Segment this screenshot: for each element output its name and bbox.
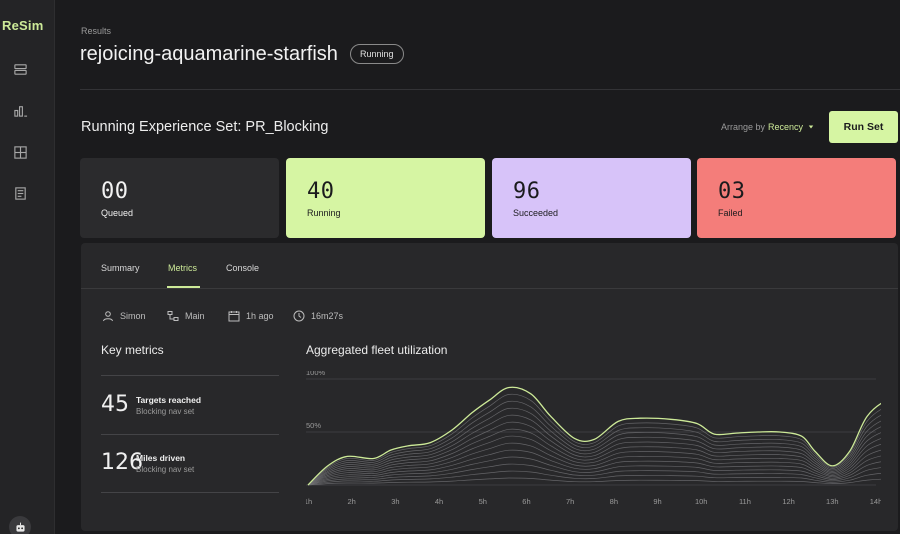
grid-icon[interactable] — [12, 144, 29, 161]
arrange-by-control[interactable]: Arrange by Recency — [721, 122, 814, 132]
stat-label: Succeeded — [513, 208, 559, 218]
divider — [101, 492, 279, 493]
stat-card-succeeded[interactable]: 96 Succeeded — [492, 158, 691, 238]
tab-metrics[interactable]: Metrics — [168, 263, 197, 273]
series-line-top — [307, 386, 881, 486]
x-tick-label: 4h — [435, 497, 443, 506]
metric-label: Targets reached — [136, 395, 202, 405]
meta-duration-value: 16m27s — [311, 311, 344, 321]
run-set-button[interactable]: Run Set — [829, 111, 898, 143]
arrange-by-value[interactable]: Recency — [768, 122, 804, 132]
y-tick-label: 50% — [306, 421, 321, 430]
stat-label: Failed — [718, 208, 743, 218]
meta-time-value: 1h ago — [246, 311, 274, 321]
series-line — [307, 407, 881, 486]
series-line — [307, 393, 881, 486]
stat-card-running[interactable]: 40 Running — [286, 158, 485, 238]
stat-value: 00 — [101, 179, 129, 204]
header-divider — [80, 89, 900, 90]
meta-branch-name: Main — [185, 311, 205, 321]
meta-user: Simon — [102, 310, 146, 322]
app-logo[interactable]: ReSim — [2, 18, 44, 33]
document-icon[interactable] — [12, 185, 29, 202]
x-tick-label: 7h — [566, 497, 574, 506]
user-icon — [103, 311, 113, 322]
sidebar: ReSim — [0, 0, 55, 534]
y-tick-label: 100% — [306, 371, 326, 377]
series-line — [307, 400, 881, 486]
key-metrics-title: Key metrics — [101, 343, 164, 357]
chart-title: Aggregated fleet utilization — [306, 343, 448, 357]
x-tick-label: 3h — [391, 497, 399, 506]
x-tick-label: 12h — [782, 497, 795, 506]
status-badge: Running — [350, 44, 404, 64]
series-line — [307, 435, 881, 486]
main-content: Results rejoicing-aquamarine-starfish Ru… — [55, 0, 900, 534]
stat-label: Queued — [101, 208, 134, 218]
calendar-icon — [228, 311, 240, 322]
x-tick-label: 13h — [826, 497, 839, 506]
stat-value: 40 — [307, 179, 335, 204]
series-line — [307, 428, 881, 486]
metric-value: 45 — [101, 392, 129, 417]
stat-card-queued[interactable]: 00 Queued — [80, 158, 279, 238]
x-tick-label: 10h — [695, 497, 708, 506]
clock-icon — [293, 310, 305, 322]
arrange-by-label: Arrange by — [721, 122, 766, 132]
metric-sub: Blocking nav set — [136, 407, 195, 416]
x-tick-label: 9h — [653, 497, 661, 506]
meta-duration: 16m27s — [293, 310, 343, 322]
tab-console[interactable]: Console — [226, 263, 260, 273]
series-line — [307, 470, 881, 486]
series-line — [307, 414, 881, 486]
tab-summary[interactable]: Summary — [101, 263, 140, 273]
series-line — [307, 456, 881, 486]
meta-time: 1h ago — [228, 310, 274, 322]
x-tick-label: 8h — [610, 497, 618, 506]
branch-icon — [167, 311, 179, 321]
metric-sub: Blocking nav set — [136, 465, 195, 474]
stat-label: Running — [307, 208, 341, 218]
metric-label: Miles driven — [136, 453, 186, 463]
x-tick-label: 2h — [348, 497, 356, 506]
x-tick-label: 11h — [739, 497, 751, 506]
divider — [101, 375, 279, 376]
x-tick-label: 1h — [306, 497, 312, 506]
stat-value: 96 — [513, 179, 541, 204]
meta-branch: Main — [167, 310, 205, 322]
series-line — [307, 477, 881, 486]
fleet-utilization-chart: 100% 50% 1h 2h 3h 4h 5h 6h 7h 8h 9h 10h 11h 12h 13h 14h — [306, 371, 881, 506]
robot-icon[interactable] — [9, 516, 31, 534]
meta-user-name: Simon — [120, 311, 146, 321]
series-line — [307, 421, 881, 486]
x-tick-label: 5h — [479, 497, 487, 506]
x-tick-label: 14h — [870, 497, 881, 506]
series-line — [307, 442, 881, 486]
layers-icon[interactable] — [12, 61, 29, 78]
divider — [101, 434, 279, 435]
breadcrumb[interactable]: Results — [81, 26, 112, 36]
results-panel: Summary Metrics Console Simon Main 1h ag… — [81, 243, 898, 531]
caret-down-icon[interactable] — [808, 124, 814, 130]
series-line — [307, 463, 881, 486]
stat-card-failed[interactable]: 03 Failed — [697, 158, 896, 238]
x-tick-label: 6h — [522, 497, 530, 506]
bar-chart-icon[interactable] — [12, 102, 29, 119]
metric-value: 126 — [101, 450, 143, 475]
page-title: rejoicing-aquamarine-starfish — [80, 43, 338, 65]
stat-value: 03 — [718, 179, 746, 204]
active-tab-indicator — [167, 286, 200, 288]
tabs-divider — [81, 288, 898, 289]
experience-set-title: Running Experience Set: PR_Blocking — [81, 119, 329, 135]
series-line — [307, 449, 881, 486]
